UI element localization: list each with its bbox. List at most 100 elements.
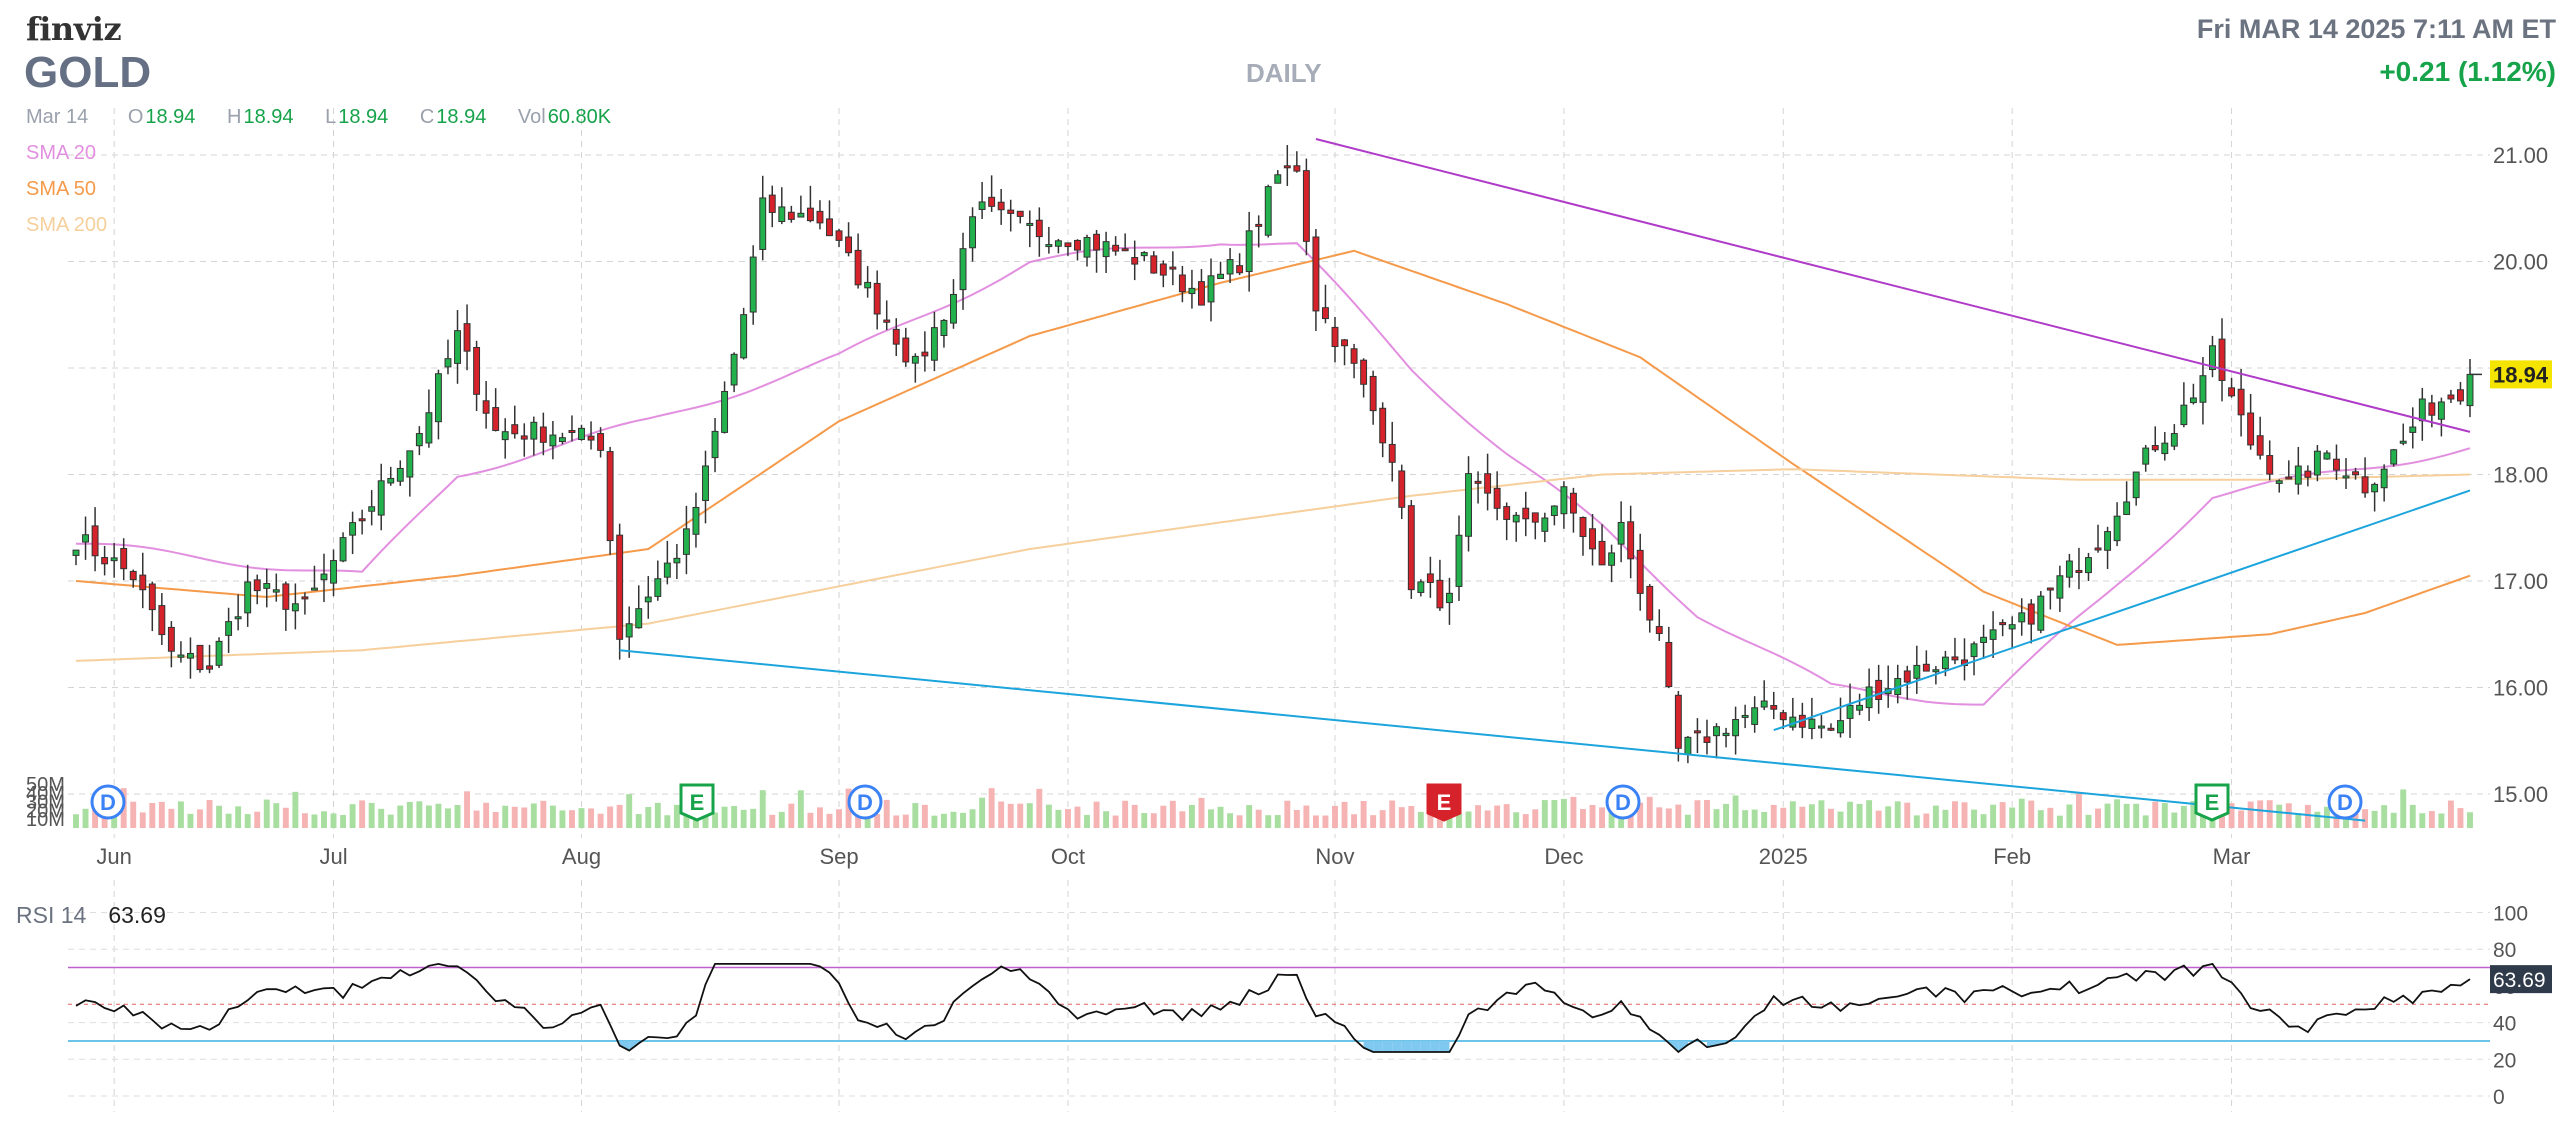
candle-body [644, 596, 652, 603]
candle-body [482, 400, 490, 414]
volume-bar [2276, 804, 2283, 828]
open-label: O [127, 106, 144, 128]
candle-body [1426, 573, 1434, 583]
candle-body [463, 323, 471, 352]
candle-body [2027, 603, 2035, 625]
rsi-legend[interactable]: RSI 14 63.69 [16, 902, 166, 929]
volume-bar [540, 800, 547, 828]
sma20-line [76, 242, 2471, 706]
volume-bar [1150, 813, 1157, 828]
candle-body [1989, 629, 1997, 640]
volume-bar [1408, 805, 1415, 828]
volume-bar [2247, 801, 2254, 828]
volume-bar [635, 814, 642, 828]
volume-bar [721, 806, 728, 828]
candle-body [1007, 209, 1015, 214]
volume-bar [2390, 812, 2397, 828]
candle-body [2342, 475, 2350, 479]
candle-body [1198, 281, 1205, 306]
volume-bar [883, 799, 890, 828]
candle-body [177, 654, 185, 658]
candle-body [616, 534, 624, 640]
candle-body [1531, 512, 1539, 523]
volume-bar [130, 801, 137, 828]
volume-bar [1398, 807, 1405, 828]
date-axis: Jun Jul Aug Sep Oct Nov Dec 2025 Feb Mar [96, 844, 2250, 869]
volume-bar [368, 802, 375, 828]
candle-body [301, 596, 309, 600]
candle-body [549, 434, 557, 447]
sma50-legend[interactable]: SMA 50 [26, 178, 97, 200]
candle-body [2304, 470, 2312, 478]
candle-body [1970, 643, 1978, 658]
volume-bar [607, 806, 614, 828]
candle-body [425, 412, 433, 444]
candle-body [282, 583, 290, 610]
volume-bar [1599, 807, 1606, 828]
candle-body [291, 603, 299, 612]
volume-bar [921, 804, 928, 828]
volume-bar [1799, 806, 1806, 828]
candle-body [816, 210, 824, 224]
candle-body [682, 528, 690, 555]
candle-body [1360, 359, 1368, 385]
volume-bar [797, 790, 804, 828]
candle-body [1646, 585, 1654, 621]
volume-bar [1093, 801, 1100, 828]
candle-body [558, 437, 566, 443]
volume-bar [2066, 804, 2073, 828]
candle-body [721, 390, 729, 433]
volume-bar [588, 808, 595, 828]
volume-bar [1818, 800, 1825, 828]
candle-body [196, 644, 204, 671]
volume-bar [349, 804, 356, 828]
volume-bar [1828, 808, 1834, 828]
volume-bar [1084, 814, 1090, 828]
candle-body [272, 589, 280, 593]
volume-bar [1522, 814, 1529, 828]
candle-body [1493, 487, 1501, 509]
candle-body [1579, 516, 1587, 538]
volume-bar [1637, 802, 1644, 828]
volume-bar [1131, 804, 1138, 828]
dividend-marker-letter: D [1615, 790, 1631, 815]
volume-label: Vol [517, 106, 546, 128]
volume-bar [940, 813, 947, 828]
last-price-tag [2490, 360, 2552, 389]
volume-bar [464, 791, 471, 828]
candle-body [1484, 473, 1492, 494]
volume-bar [1923, 813, 1930, 828]
volume-bar [1560, 798, 1567, 828]
volume-bar [1379, 810, 1386, 828]
volume-bar [559, 810, 566, 828]
volume-bar [2362, 809, 2369, 828]
candle-body [1236, 265, 1244, 274]
candle-body [2142, 447, 2150, 465]
rsi-tick-label: 40 [2493, 1013, 2516, 1036]
candle-body [101, 557, 109, 565]
volume-bar [1627, 810, 1634, 828]
trendlines [619, 138, 2471, 822]
candle-body [959, 248, 967, 291]
candle-body [1751, 707, 1759, 725]
candle-body [2132, 471, 2140, 499]
finviz-logo[interactable]: finviz [26, 10, 122, 48]
dividend-marker-icon [1605, 784, 1641, 820]
date-tick-label: Jul [319, 844, 347, 869]
candle-body [1379, 407, 1387, 444]
sma20-legend[interactable]: SMA 20 [26, 142, 97, 164]
candle-body [358, 518, 366, 522]
rsi-tick-label: 100 [2493, 903, 2528, 926]
candle-body [2199, 375, 2207, 403]
candle-body [2113, 515, 2121, 542]
ohlc-date: Mar 14 [26, 106, 89, 128]
candle-body [797, 212, 805, 218]
sma200-legend[interactable]: SMA 200 [26, 214, 108, 236]
volume-bar [1322, 815, 1329, 828]
candle-body [91, 525, 99, 557]
candle-body [597, 433, 605, 451]
candle-body [1770, 705, 1778, 710]
volume-bar [1513, 812, 1520, 828]
volume-bar [73, 814, 79, 828]
volume-bar [197, 809, 203, 828]
